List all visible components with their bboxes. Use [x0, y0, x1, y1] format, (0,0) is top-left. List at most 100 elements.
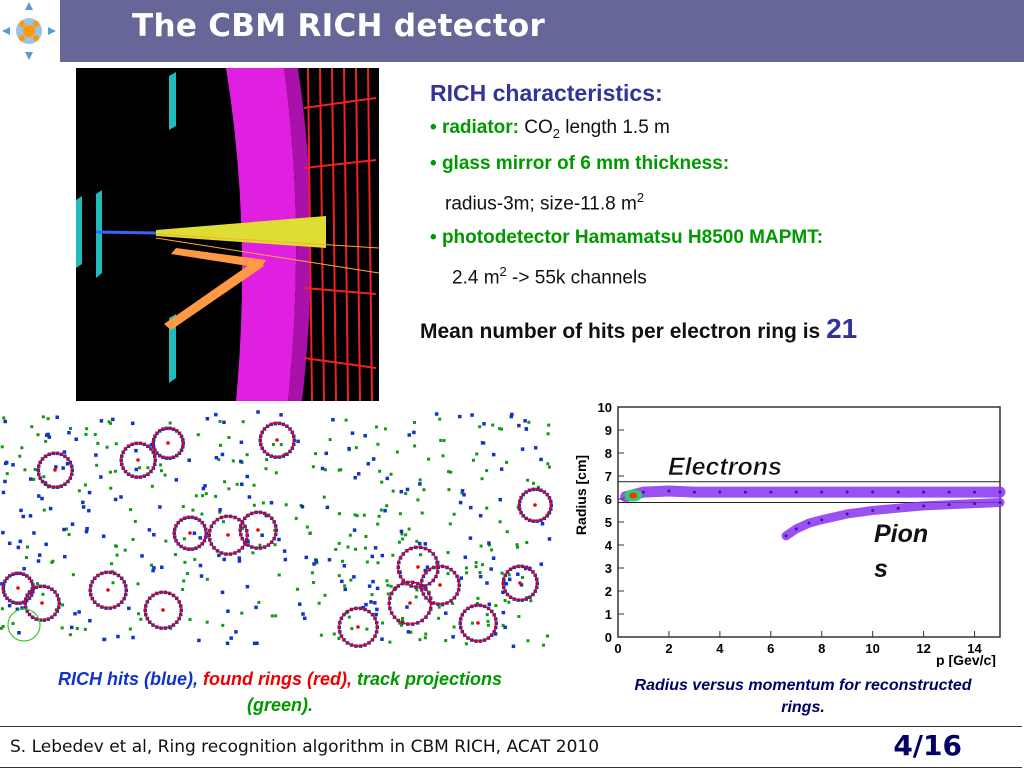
track-projection-point	[480, 477, 484, 481]
track-projection-point	[447, 488, 451, 492]
track-projection-point	[365, 560, 369, 564]
track-projection-point	[529, 599, 533, 603]
track-projection-point	[391, 489, 395, 493]
ring-center	[161, 608, 165, 612]
radiator-length: length 1.5 m	[560, 117, 670, 138]
data-point	[998, 500, 1002, 504]
hit-point	[0, 582, 4, 586]
found-ring	[420, 565, 460, 605]
track-projection-point	[274, 614, 278, 618]
hit-point	[85, 526, 89, 531]
track-projection-point	[517, 615, 521, 619]
track-projection-point	[409, 630, 413, 634]
track-projection-point	[355, 514, 359, 518]
track-projection-point	[448, 522, 452, 526]
track-projection-point	[547, 465, 551, 469]
hit-point	[87, 490, 92, 495]
hit-point	[3, 479, 7, 484]
track-projection-point	[265, 458, 269, 462]
track-projection-point	[398, 512, 402, 516]
track-projection-point	[404, 492, 408, 496]
data-point	[998, 490, 1002, 494]
mean-hits-text: Mean number of hits per electron ring is	[420, 320, 827, 343]
hit-point	[519, 583, 524, 587]
track-projection-point	[364, 546, 368, 550]
track-projection-point	[485, 469, 489, 473]
track-projection-point	[378, 469, 382, 473]
hit-point	[7, 541, 12, 546]
hit-point	[312, 562, 316, 566]
track-projection-point	[240, 527, 244, 531]
data-point	[896, 490, 900, 494]
x-tick-label: 4	[716, 641, 724, 656]
track-projection-point	[343, 584, 347, 588]
x-tick-label: 12	[916, 641, 930, 656]
hit-point	[48, 506, 53, 511]
hit-point	[99, 419, 104, 423]
track-projection-point	[159, 469, 163, 473]
track-projection-point	[362, 513, 366, 517]
track-projection-point	[139, 617, 143, 621]
hit-point	[361, 605, 365, 610]
track-projection-point	[315, 561, 319, 565]
data-point	[922, 490, 926, 494]
hit-point	[462, 493, 466, 497]
hit-point	[247, 495, 252, 499]
hit-point	[99, 475, 103, 479]
hit-point	[116, 634, 120, 639]
track-projection-point	[486, 623, 490, 627]
hit-point	[469, 505, 473, 510]
track-projection-point	[442, 439, 446, 443]
found-ring	[173, 516, 207, 550]
track-projection-point	[279, 443, 283, 447]
ring-center	[356, 625, 360, 629]
track-projection-point	[271, 443, 275, 447]
track-projection-point	[386, 583, 390, 587]
hit-point	[127, 606, 131, 611]
hit-point	[503, 625, 507, 630]
track-projection-point	[465, 571, 469, 575]
track-projection-point	[490, 548, 494, 552]
track-projection-point	[507, 600, 511, 604]
hit-point	[498, 497, 503, 502]
track-projection-point	[270, 614, 274, 618]
track-projection-ring	[7, 608, 41, 642]
hit-point	[81, 505, 86, 509]
track-projection-point	[0, 626, 4, 630]
hit-point	[478, 513, 483, 518]
hit-point	[352, 528, 357, 532]
track-projection-point	[398, 621, 402, 625]
x-axis-label: p [Gev/c]	[936, 652, 996, 667]
track-projection-point	[20, 446, 24, 450]
track-projection-point	[415, 539, 419, 543]
hit-point	[151, 568, 155, 573]
track-projection-point	[505, 530, 509, 534]
track-projection-point	[437, 616, 441, 620]
track-projection-point	[131, 537, 135, 541]
hit-point	[480, 441, 485, 445]
hit-point	[406, 630, 411, 634]
radiator-label: radiator:	[441, 117, 520, 138]
data-point	[845, 490, 849, 494]
hit-point	[217, 553, 221, 558]
data-point	[973, 490, 977, 494]
data-point	[807, 521, 811, 525]
track-projection-point	[341, 559, 345, 563]
hit-point	[539, 562, 544, 566]
track-projection-point	[546, 634, 550, 638]
data-point	[871, 509, 875, 512]
hit-point	[102, 637, 106, 642]
hit-point	[245, 584, 250, 589]
track-projection-point	[221, 520, 225, 524]
x-tick-label: 10	[865, 641, 879, 656]
hit-point	[15, 607, 20, 612]
hit-point	[366, 462, 371, 466]
track-projection-point	[525, 541, 529, 545]
hit-point	[28, 477, 33, 481]
hit-point	[197, 638, 201, 643]
track-projection-point	[323, 593, 327, 597]
track-projection-point	[109, 486, 113, 490]
track-projection-point	[376, 522, 380, 526]
track-projection-point	[85, 427, 89, 431]
